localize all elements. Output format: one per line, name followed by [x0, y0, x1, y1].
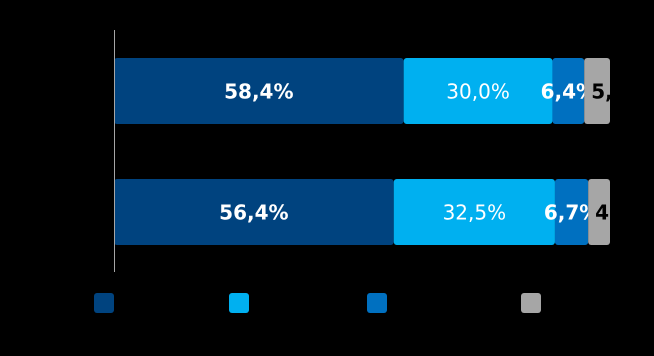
- bar-segment: [588, 179, 610, 245]
- legend-swatch: [229, 293, 249, 313]
- value-label: 56,4%: [219, 201, 288, 225]
- legend: [94, 293, 541, 313]
- value-label: 58,4%: [224, 80, 293, 104]
- value-label: 30,0%: [446, 80, 510, 104]
- legend-swatch: [521, 293, 541, 313]
- legend-swatch: [367, 293, 387, 313]
- bar-segment: [552, 58, 585, 124]
- bar-segment: [393, 179, 555, 245]
- value-label: 5,2%: [591, 80, 646, 104]
- legend-swatch: [94, 293, 114, 313]
- value-label: 4,4%: [595, 201, 650, 225]
- bar-segment: [403, 58, 553, 124]
- plot-area: 58,4% 30,0% 6,4%5,2%56,4% 32,5% 6,7%4,4%: [114, 58, 650, 245]
- bar-segment: [114, 179, 394, 245]
- bar-segment: [584, 58, 610, 124]
- bar-segment: [114, 58, 404, 124]
- value-label: 32,5%: [443, 201, 507, 225]
- bar-segment: [554, 179, 589, 245]
